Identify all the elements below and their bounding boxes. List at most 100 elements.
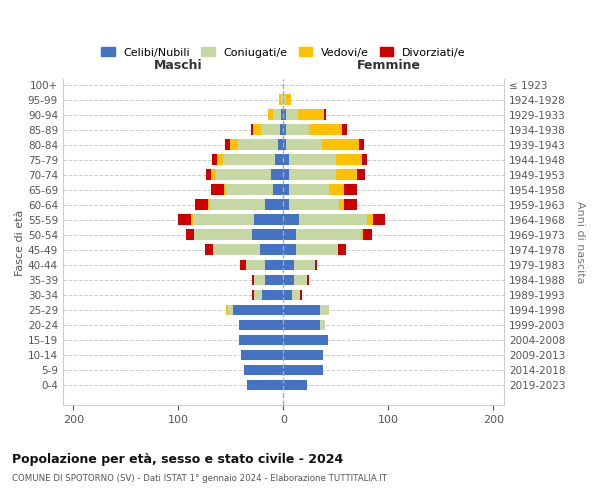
Bar	[283, 290, 292, 300]
Bar	[289, 184, 329, 195]
Bar	[251, 124, 253, 135]
Bar	[283, 184, 289, 195]
Bar	[254, 274, 265, 285]
Bar	[271, 170, 283, 180]
Y-axis label: Anni di nascita: Anni di nascita	[575, 201, 585, 283]
Bar	[252, 230, 283, 240]
Bar	[208, 200, 210, 210]
Bar	[289, 154, 336, 165]
Bar	[299, 214, 367, 226]
Bar	[224, 140, 230, 150]
Bar	[279, 94, 281, 105]
Bar	[283, 334, 328, 345]
Bar	[294, 260, 315, 270]
Bar	[283, 380, 307, 390]
Bar	[286, 110, 298, 120]
Bar	[320, 320, 325, 330]
Bar	[244, 364, 283, 376]
Bar	[294, 274, 307, 285]
Bar	[226, 184, 273, 195]
Bar	[281, 110, 283, 120]
Bar	[254, 290, 262, 300]
Bar	[213, 244, 260, 256]
Bar	[273, 184, 283, 195]
Bar	[260, 244, 283, 256]
Bar	[283, 230, 296, 240]
Bar	[307, 274, 308, 285]
Bar	[296, 230, 361, 240]
Bar	[230, 140, 238, 150]
Bar	[338, 244, 346, 256]
Text: Femmine: Femmine	[356, 59, 421, 72]
Bar	[195, 200, 208, 210]
Bar	[283, 244, 296, 256]
Bar	[339, 200, 344, 210]
Bar	[344, 184, 357, 195]
Bar	[283, 110, 286, 120]
Bar	[344, 200, 357, 210]
Bar	[289, 200, 339, 210]
Bar	[265, 200, 283, 210]
Legend: Celibi/Nubili, Coniugati/e, Vedovi/e, Divorziati/e: Celibi/Nubili, Coniugati/e, Vedovi/e, Di…	[97, 42, 470, 62]
Bar	[357, 170, 365, 180]
Bar	[298, 110, 325, 120]
Bar	[283, 274, 294, 285]
Bar	[283, 124, 286, 135]
Bar	[361, 230, 363, 240]
Text: Maschi: Maschi	[154, 59, 203, 72]
Bar	[233, 304, 283, 316]
Bar	[223, 154, 275, 165]
Bar	[194, 230, 252, 240]
Bar	[252, 290, 254, 300]
Bar	[283, 304, 320, 316]
Bar	[289, 170, 336, 180]
Bar	[241, 350, 283, 360]
Bar	[239, 320, 283, 330]
Bar	[286, 94, 291, 105]
Bar	[283, 170, 289, 180]
Bar	[193, 214, 254, 226]
Bar	[296, 244, 338, 256]
Bar	[268, 110, 273, 120]
Bar	[265, 260, 283, 270]
Bar	[315, 260, 317, 270]
Bar	[363, 230, 371, 240]
Bar	[283, 200, 289, 210]
Bar	[308, 124, 342, 135]
Bar	[186, 230, 194, 240]
Bar	[275, 154, 283, 165]
Bar	[205, 244, 213, 256]
Bar	[283, 154, 289, 165]
Bar	[300, 290, 302, 300]
Bar	[212, 154, 217, 165]
Bar	[216, 170, 271, 180]
Bar	[286, 124, 308, 135]
Bar	[322, 140, 359, 150]
Bar	[241, 260, 245, 270]
Bar	[286, 140, 322, 150]
Bar	[329, 184, 344, 195]
Y-axis label: Fasce di età: Fasce di età	[15, 209, 25, 276]
Bar	[281, 94, 283, 105]
Bar	[342, 124, 347, 135]
Bar	[283, 140, 286, 150]
Bar	[367, 214, 373, 226]
Bar	[373, 214, 385, 226]
Bar	[265, 274, 283, 285]
Bar	[245, 260, 265, 270]
Bar	[325, 110, 326, 120]
Bar	[262, 124, 280, 135]
Text: COMUNE DI SPOTORNO (SV) - Dati ISTAT 1° gennaio 2024 - Elaborazione TUTTITALIA.I: COMUNE DI SPOTORNO (SV) - Dati ISTAT 1° …	[12, 474, 387, 483]
Bar	[283, 364, 323, 376]
Bar	[178, 214, 191, 226]
Bar	[211, 184, 224, 195]
Bar	[206, 170, 211, 180]
Bar	[224, 184, 226, 195]
Bar	[253, 124, 262, 135]
Bar	[211, 170, 216, 180]
Bar	[252, 274, 254, 285]
Bar	[228, 304, 233, 316]
Bar	[283, 350, 323, 360]
Bar	[238, 140, 278, 150]
Bar	[336, 170, 357, 180]
